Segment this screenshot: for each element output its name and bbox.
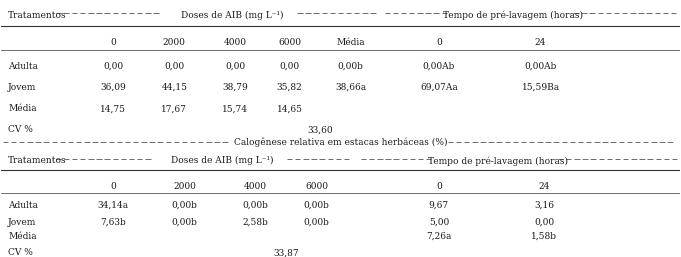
- Text: 33,60: 33,60: [307, 125, 333, 134]
- Text: 0,00b: 0,00b: [304, 218, 330, 227]
- Text: 6000: 6000: [305, 182, 328, 191]
- Text: 15,59Ba: 15,59Ba: [522, 83, 560, 92]
- Text: 34,14a: 34,14a: [98, 201, 129, 210]
- Text: 6000: 6000: [278, 38, 301, 47]
- Text: Média: Média: [8, 232, 37, 241]
- Text: 0,00Ab: 0,00Ab: [524, 62, 557, 71]
- Text: Tratamentos: Tratamentos: [8, 156, 67, 165]
- Text: 2000: 2000: [163, 38, 186, 47]
- Text: 2000: 2000: [173, 182, 196, 191]
- Text: 0,00b: 0,00b: [243, 201, 269, 210]
- Text: 35,82: 35,82: [276, 83, 302, 92]
- Text: Jovem: Jovem: [8, 218, 37, 227]
- Text: Adulta: Adulta: [8, 62, 38, 71]
- Text: 0: 0: [436, 38, 442, 47]
- Text: Média: Média: [336, 38, 365, 47]
- Text: 69,07Aa: 69,07Aa: [420, 83, 458, 92]
- Text: 0,00: 0,00: [104, 62, 123, 71]
- Text: 1,58b: 1,58b: [531, 232, 557, 241]
- Text: CV %: CV %: [8, 125, 33, 134]
- Text: 14,75: 14,75: [100, 104, 126, 113]
- Text: 0,00Ab: 0,00Ab: [423, 62, 455, 71]
- Text: Tempo de pré-lavagem (horas): Tempo de pré-lavagem (horas): [428, 156, 568, 166]
- Text: 0,00b: 0,00b: [172, 201, 197, 210]
- Text: 9,67: 9,67: [429, 201, 449, 210]
- Text: 38,79: 38,79: [223, 83, 249, 92]
- Text: 2,58b: 2,58b: [243, 218, 269, 227]
- Text: 0,00b: 0,00b: [304, 201, 330, 210]
- Text: 17,67: 17,67: [161, 104, 187, 113]
- Text: 15,74: 15,74: [223, 104, 249, 113]
- Text: 24: 24: [538, 182, 550, 191]
- Text: 4000: 4000: [224, 38, 247, 47]
- Text: 0,00b: 0,00b: [172, 218, 197, 227]
- Text: 7,63b: 7,63b: [100, 218, 126, 227]
- Text: 7,26a: 7,26a: [426, 232, 452, 241]
- Text: Tempo de pré-lavagem (horas): Tempo de pré-lavagem (horas): [443, 11, 584, 20]
- Text: 0,00: 0,00: [534, 218, 554, 227]
- Text: 0,00: 0,00: [280, 62, 300, 71]
- Text: 38,66a: 38,66a: [335, 83, 366, 92]
- Text: 14,65: 14,65: [276, 104, 302, 113]
- Text: 33,87: 33,87: [274, 248, 299, 257]
- Text: 5,00: 5,00: [429, 218, 449, 227]
- Text: 0: 0: [110, 182, 116, 191]
- Text: Calogênese relativa em estacas herbáceas (%): Calogênese relativa em estacas herbáceas…: [234, 137, 447, 147]
- Text: 24: 24: [535, 38, 546, 47]
- Text: 0,00b: 0,00b: [338, 62, 364, 71]
- Text: 3,16: 3,16: [534, 201, 554, 210]
- Text: Doses de AIB (mg L⁻¹): Doses de AIB (mg L⁻¹): [170, 156, 273, 165]
- Text: Tratamentos: Tratamentos: [8, 11, 67, 20]
- Text: 36,09: 36,09: [100, 83, 126, 92]
- Text: CV %: CV %: [8, 248, 33, 257]
- Text: 0: 0: [436, 182, 442, 191]
- Text: Jovem: Jovem: [8, 83, 37, 92]
- Text: 0: 0: [110, 38, 116, 47]
- Text: 44,15: 44,15: [161, 83, 187, 92]
- Text: 4000: 4000: [244, 182, 267, 191]
- Text: Adulta: Adulta: [8, 201, 38, 210]
- Text: Doses de AIB (mg L⁻¹): Doses de AIB (mg L⁻¹): [180, 11, 283, 20]
- Text: 0,00: 0,00: [225, 62, 245, 71]
- Text: Média: Média: [8, 104, 37, 113]
- Text: 0,00: 0,00: [164, 62, 185, 71]
